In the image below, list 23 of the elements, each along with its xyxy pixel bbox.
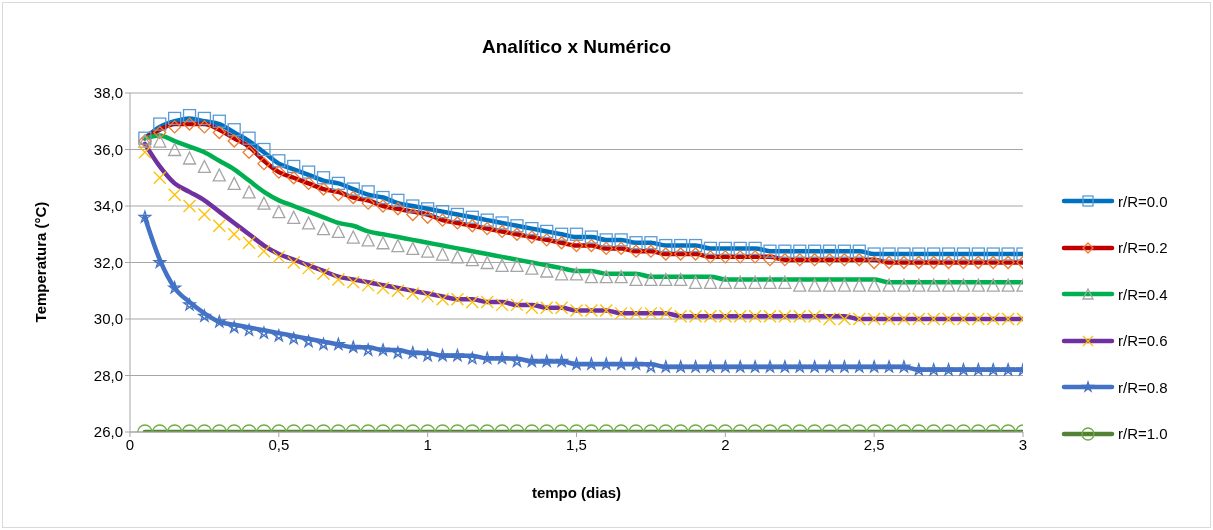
legend-label: r/R=0.6 (1118, 332, 1168, 350)
legend-label: r/R=1.0 (1118, 425, 1168, 443)
legend-label: r/R=0.4 (1118, 285, 1168, 303)
x-tick-label: 2 (721, 435, 730, 453)
y-axis-title: Temperatura (°C) (31, 201, 49, 323)
y-tick-label: 32,0 (93, 253, 123, 271)
legend-label: r/R=0.8 (1118, 378, 1168, 396)
x-axis-title: tempo (dias) (530, 484, 623, 501)
x-tick-label: 0 (125, 435, 135, 453)
y-tick-label: 26,0 (93, 423, 123, 441)
legend-label: r/R=0.0 (1118, 192, 1168, 210)
x-tick-label: 2,5 (863, 435, 885, 453)
chart-title: Analítico x Numérico (481, 36, 672, 58)
y-tick-label: 30,0 (93, 310, 123, 328)
y-tick-label: 36,0 (93, 140, 123, 158)
y-tick-label: 34,0 (93, 197, 123, 215)
x-tick-label: 0,5 (268, 435, 290, 453)
y-tick-label: 38,0 (93, 84, 123, 102)
y-tick-label: 28,0 (93, 366, 123, 384)
x-tick-label: 3 (1018, 435, 1028, 453)
legend-label: r/R=0.2 (1118, 239, 1168, 257)
x-tick-label: 1,5 (566, 435, 587, 453)
x-tick-label: 1 (423, 435, 432, 453)
